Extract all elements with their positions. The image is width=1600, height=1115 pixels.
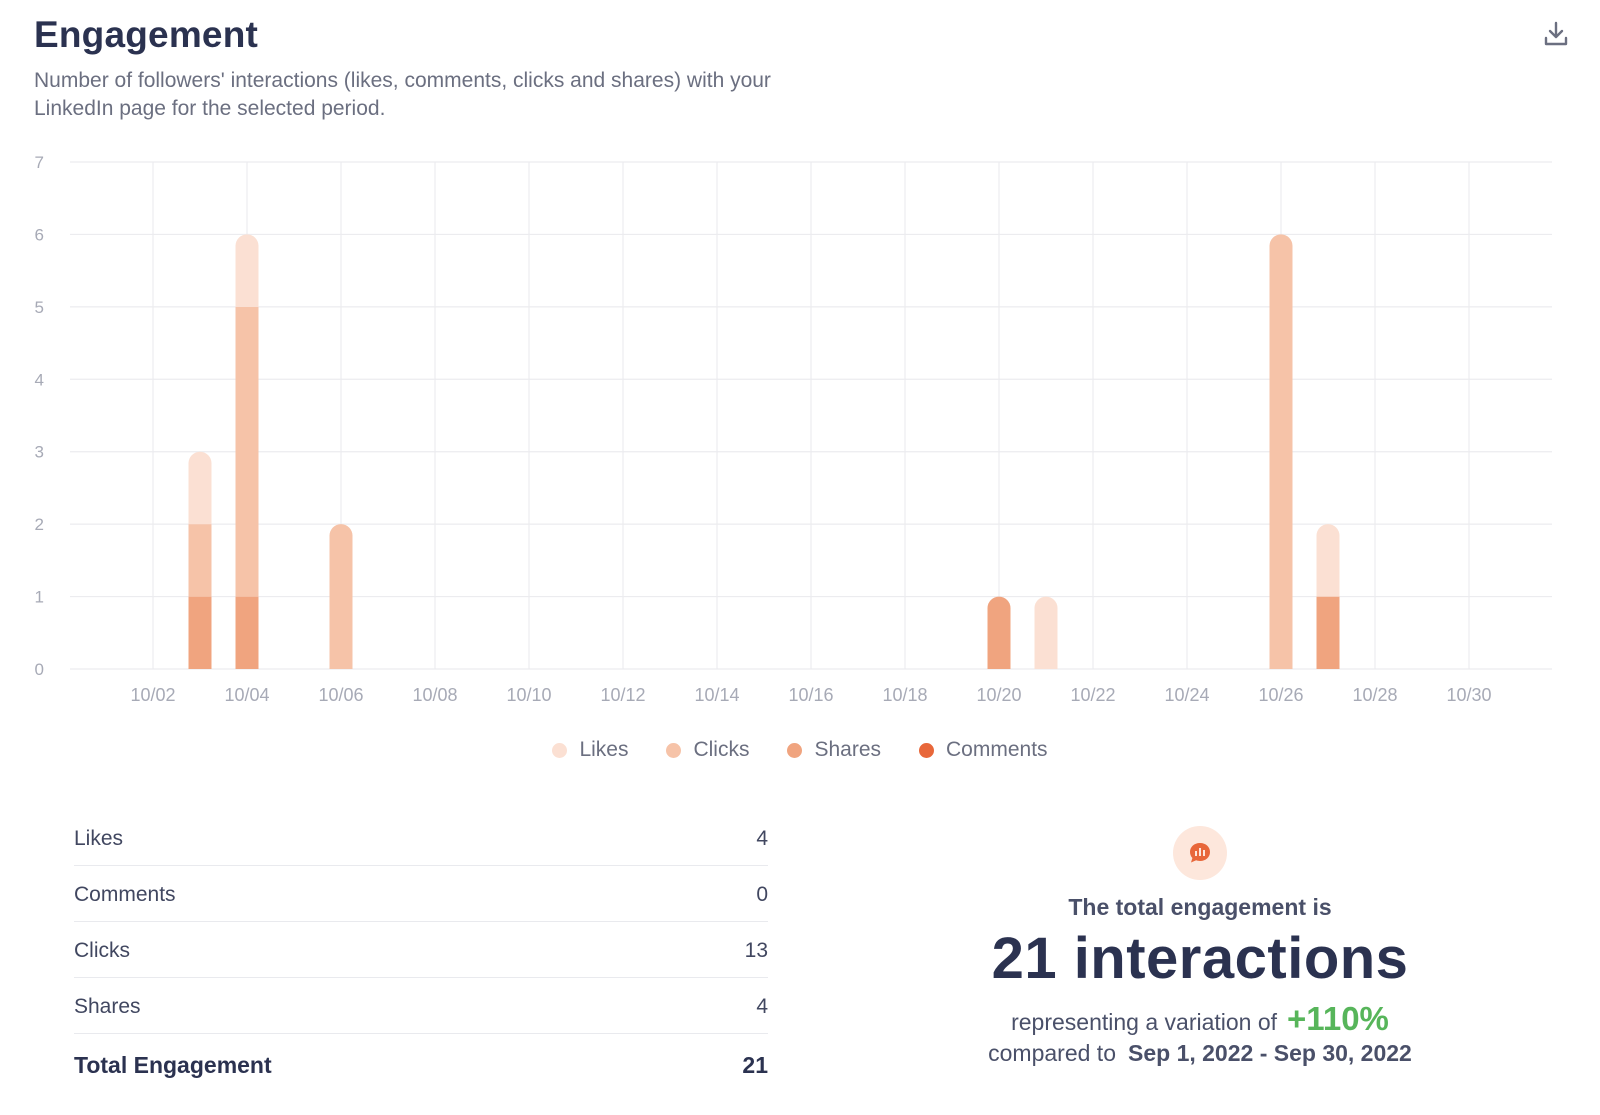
bar-likes-10-04 bbox=[235, 234, 259, 307]
legend-label-likes: Likes bbox=[579, 738, 629, 761]
subtitle-line-2: LinkedIn page for the selected period. bbox=[34, 97, 386, 120]
subtitle-line-1: Number of followers' interactions (likes… bbox=[34, 69, 771, 92]
bar-shares-10-20 bbox=[987, 596, 1011, 669]
stat-total-value: 21 bbox=[742, 1051, 768, 1078]
chat-chart-icon bbox=[1190, 843, 1210, 863]
x-tick-label: 10/02 bbox=[130, 685, 175, 705]
x-tick-label: 10/04 bbox=[224, 685, 269, 705]
stat-value: 0 bbox=[756, 882, 768, 906]
bar-likes-10-03 bbox=[188, 451, 212, 525]
y-tick-label: 4 bbox=[35, 370, 44, 389]
total-interactions: 21 interactions bbox=[991, 926, 1409, 991]
y-tick-label: 0 bbox=[35, 660, 44, 679]
stat-total-label: Total Engagement bbox=[74, 1051, 272, 1078]
summary-icon-badge bbox=[1173, 826, 1227, 880]
stat-value: 4 bbox=[756, 826, 768, 850]
stat-row-likes: Likes 4 bbox=[74, 810, 768, 866]
compared-prefix: compared to bbox=[988, 1040, 1116, 1066]
page-title: Engagement bbox=[34, 14, 259, 55]
stat-value: 13 bbox=[744, 938, 768, 962]
legend-label-comments: Comments bbox=[946, 738, 1048, 761]
download-button[interactable] bbox=[1538, 16, 1574, 52]
legend-item-shares[interactable]: Shares bbox=[787, 738, 881, 762]
legend-item-likes[interactable]: Likes bbox=[552, 738, 628, 762]
stat-row-comments: Comments 0 bbox=[74, 866, 768, 922]
x-tick-label: 10/12 bbox=[600, 685, 645, 705]
download-icon bbox=[1544, 21, 1568, 46]
x-tick-label: 10/06 bbox=[318, 685, 363, 705]
bar-clicks-10-26 bbox=[1269, 234, 1293, 669]
bar-likes-10-27 bbox=[1316, 524, 1340, 597]
legend-dot-likes bbox=[552, 742, 568, 758]
variation-prefix: representing a variation of bbox=[1011, 1009, 1278, 1035]
y-tick-label: 7 bbox=[35, 153, 44, 172]
legend-dot-comments bbox=[919, 742, 935, 758]
x-tick-label: 10/24 bbox=[1164, 685, 1209, 705]
bar-shares-10-27 bbox=[1316, 596, 1340, 669]
compared-line: compared to Sep 1, 2022 - Sep 30, 2022 bbox=[900, 1040, 1500, 1067]
x-tick-label: 10/22 bbox=[1070, 685, 1115, 705]
y-tick-label: 5 bbox=[35, 298, 44, 317]
x-tick-label: 10/20 bbox=[976, 685, 1021, 705]
compared-range: Sep 1, 2022 - Sep 30, 2022 bbox=[1128, 1040, 1412, 1066]
stat-label: Comments bbox=[74, 882, 176, 906]
chart-legend: Likes Clicks Shares Comments bbox=[0, 734, 1600, 766]
legend-item-comments[interactable]: Comments bbox=[919, 738, 1048, 762]
x-tick-label: 10/28 bbox=[1352, 685, 1397, 705]
engagement-summary: The total engagement is 21 interactions … bbox=[900, 826, 1500, 1067]
y-tick-label: 2 bbox=[35, 515, 44, 534]
bar-shares-10-04 bbox=[235, 596, 259, 669]
stat-row-total: Total Engagement 21 bbox=[74, 1034, 768, 1094]
x-tick-label: 10/30 bbox=[1446, 685, 1491, 705]
bar-likes-10-21 bbox=[1034, 596, 1058, 669]
stat-label: Likes bbox=[74, 826, 124, 850]
stat-row-clicks: Clicks 13 bbox=[74, 922, 768, 978]
bar-shares-10-03 bbox=[188, 596, 212, 669]
engagement-chart: 0 1 2 3 4 5 6 7 10/02 10/04 10/06 10/08 10/10 10/12 10… bbox=[35, 153, 1552, 705]
y-tick-label: 1 bbox=[35, 588, 44, 607]
legend-label-shares: Shares bbox=[814, 738, 882, 761]
y-tick-label: 6 bbox=[35, 225, 44, 244]
stat-row-shares: Shares 4 bbox=[74, 978, 768, 1034]
engagement-stats-table: Likes 4 Comments 0 Clicks 13 Shares 4 To… bbox=[74, 810, 768, 1094]
x-tick-label: 10/14 bbox=[694, 685, 739, 705]
legend-dot-shares bbox=[787, 742, 803, 758]
legend-item-clicks[interactable]: Clicks bbox=[666, 738, 749, 762]
bar-clicks-10-06 bbox=[329, 524, 353, 669]
page-subtitle: Number of followers' interactions (likes… bbox=[34, 67, 914, 123]
variation-value: +110% bbox=[1287, 1000, 1389, 1037]
stat-value: 4 bbox=[756, 994, 768, 1018]
bar-clicks-10-03 bbox=[188, 524, 212, 597]
x-tick-label: 10/16 bbox=[788, 685, 833, 705]
x-tick-label: 10/10 bbox=[506, 685, 551, 705]
stat-label: Clicks bbox=[74, 938, 130, 962]
x-tick-label: 10/18 bbox=[882, 685, 927, 705]
stat-label: Shares bbox=[74, 994, 141, 1018]
summary-label: The total engagement is bbox=[1068, 894, 1332, 920]
legend-label-clicks: Clicks bbox=[693, 738, 750, 761]
x-tick-label: 10/08 bbox=[412, 685, 457, 705]
x-tick-label: 10/26 bbox=[1258, 685, 1303, 705]
bar-clicks-10-04 bbox=[235, 306, 259, 597]
y-tick-label: 3 bbox=[35, 443, 44, 462]
variation-line: representing a variation of +110% bbox=[900, 1000, 1500, 1038]
legend-dot-clicks bbox=[666, 742, 682, 758]
